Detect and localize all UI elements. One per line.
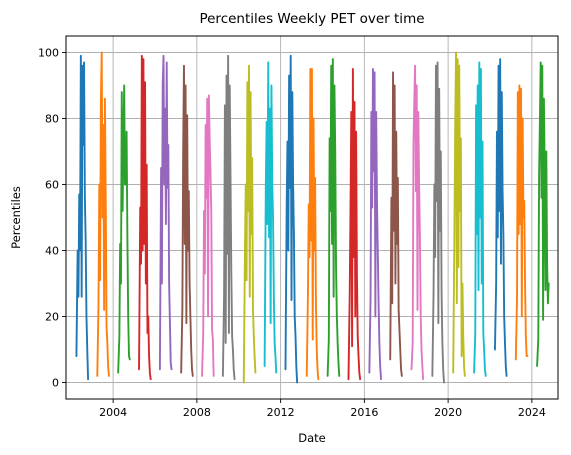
chart-title: Percentiles Weekly PET over time	[199, 11, 424, 27]
y-axis-label: Percentiles	[9, 186, 23, 249]
series-line	[263, 61, 278, 374]
series-11	[305, 68, 320, 381]
series-line	[326, 58, 341, 377]
series-12	[326, 58, 341, 377]
series-line	[347, 68, 362, 381]
series-18	[452, 51, 466, 377]
series-13	[347, 68, 362, 381]
series-line	[242, 64, 257, 384]
plot-frame	[65, 35, 559, 400]
series-line	[180, 64, 194, 377]
series-line	[410, 64, 425, 381]
x-tick-label: 2008	[183, 406, 211, 419]
series-19	[473, 61, 487, 377]
series-5	[180, 64, 194, 377]
series-layer	[75, 51, 550, 384]
series-line	[96, 51, 110, 377]
series-line	[473, 61, 487, 377]
x-tick-label: 2004	[99, 406, 127, 419]
y-tick-label: 100	[38, 47, 59, 60]
series-line	[368, 68, 382, 381]
series-line	[514, 84, 529, 361]
series-line	[75, 54, 90, 381]
x-tick-label: 2020	[434, 406, 462, 419]
series-15	[389, 71, 403, 377]
series-line	[536, 61, 550, 367]
series-line	[494, 58, 508, 377]
series-line	[284, 54, 299, 384]
x-tick-label: 2024	[518, 406, 546, 419]
series-2	[117, 84, 131, 374]
series-line	[389, 71, 403, 377]
y-tick-label: 40	[45, 245, 59, 258]
series-line	[221, 54, 236, 381]
series-line	[201, 94, 215, 377]
series-6	[201, 94, 215, 377]
series-line	[431, 61, 445, 384]
series-17	[431, 61, 445, 384]
series-line	[158, 54, 173, 371]
series-line	[452, 51, 466, 377]
x-axis-label: Date	[298, 431, 326, 445]
series-10	[284, 54, 299, 384]
series-9	[263, 61, 278, 374]
y-tick-label: 80	[45, 113, 59, 126]
series-3	[138, 54, 152, 381]
y-tick-label: 20	[45, 311, 59, 324]
series-8	[242, 64, 257, 384]
series-14	[368, 68, 382, 381]
y-tick-label: 60	[45, 179, 59, 192]
series-line	[305, 68, 320, 381]
series-1	[96, 51, 110, 377]
y-tick-label: 0	[52, 377, 59, 390]
series-21	[514, 84, 529, 361]
series-22	[536, 61, 550, 367]
series-line	[138, 54, 152, 381]
series-20	[494, 58, 508, 377]
series-line	[117, 84, 131, 374]
x-tick-label: 2016	[350, 406, 378, 419]
series-0	[75, 54, 90, 381]
series-7	[221, 54, 236, 381]
axis-ticks: 2004 2008 2012 2016 2020 2024 0 20 40 60 80 100	[38, 47, 546, 420]
series-16	[410, 64, 425, 381]
series-4	[158, 54, 173, 371]
x-tick-label: 2012	[267, 406, 295, 419]
